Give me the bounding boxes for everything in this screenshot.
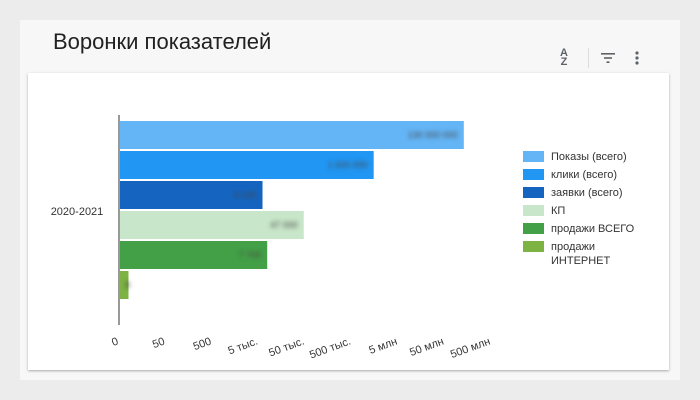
bar-value-label: 1 500 000 <box>328 160 368 170</box>
x-tick-label: 0 <box>110 336 120 349</box>
chart-title: Воронки показателей <box>53 29 272 54</box>
bar-value-label: 47 000 <box>270 220 298 230</box>
x-tick-label: 50 млн <box>408 336 445 359</box>
bar-value-label: 7 700 <box>239 250 262 260</box>
legend-label: заявки (всего) <box>551 187 623 199</box>
bar-value-label: 130 000 000 <box>408 130 458 140</box>
x-tick-label: 500 млн <box>449 336 492 361</box>
x-tick-label: 5 тыс. <box>227 336 260 358</box>
x-tick-label: 5 млн <box>367 336 399 357</box>
x-tick-label: 50 <box>151 336 167 351</box>
legend-item-кп[interactable]: КП <box>523 204 663 218</box>
legend-swatch <box>523 151 544 162</box>
legend-swatch <box>523 241 544 252</box>
legend-swatch <box>523 223 544 234</box>
legend-swatch <box>523 169 544 180</box>
chart-panel: 2020-2021 130 000 000 1 500 000 6 100 47 00… <box>28 73 669 370</box>
more-vert-icon <box>635 51 639 65</box>
more-options-button[interactable] <box>627 48 647 68</box>
bar-продажи-интернет[interactable] <box>120 271 129 299</box>
legend-item-клики-всего[interactable]: клики (всего) <box>523 168 663 182</box>
bar-value-label: 6 100 <box>234 190 257 200</box>
x-tick-label: 500 <box>192 336 213 354</box>
bar-показы-всего[interactable] <box>120 121 464 149</box>
legend-label: КП <box>551 205 566 217</box>
filter-button[interactable] <box>598 48 618 68</box>
bar-value-label: 8 <box>125 280 130 290</box>
bar-chart: 130 000 000 1 500 000 6 100 47 000 7 700 8 0 50… <box>110 115 492 362</box>
bar-продажи-всего[interactable] <box>120 241 268 269</box>
bar-клики-всего[interactable] <box>120 151 374 179</box>
legend-item-показы-всего[interactable]: Показы (всего) <box>523 150 663 164</box>
chart-legend: Показы (всего) клики (всего) заявки (всего… <box>523 150 663 272</box>
bar-кп[interactable] <box>120 211 304 239</box>
toolbar-divider <box>588 48 589 68</box>
legend-item-продажи-всего[interactable]: продажи ВСЕГО <box>523 222 663 236</box>
legend-item-продажи-интернет[interactable]: продажи ИНТЕРНЕТ <box>523 240 663 268</box>
x-tick-label: 500 тыс. <box>308 336 352 362</box>
filter-icon <box>601 53 615 63</box>
legend-label: клики (всего) <box>551 169 618 181</box>
legend-item-заявки-всего[interactable]: заявки (всего) <box>523 186 663 200</box>
legend-label: Показы (всего) <box>551 151 627 163</box>
category-label: 2020-2021 <box>50 206 104 218</box>
legend-label: продажи ИНТЕРНЕТ <box>551 241 611 267</box>
x-tick-label: 50 тыс. <box>267 336 306 360</box>
legend-swatch <box>523 187 544 198</box>
legend-swatch <box>523 205 544 216</box>
legend-label: продажи ВСЕГО <box>551 223 635 235</box>
bar-заявки-всего[interactable] <box>120 181 263 209</box>
